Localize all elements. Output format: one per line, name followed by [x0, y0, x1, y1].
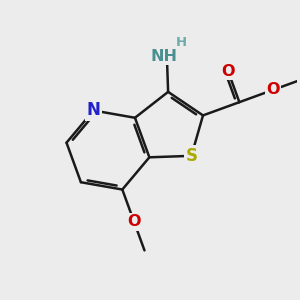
Text: H: H	[176, 36, 187, 49]
Text: S: S	[185, 147, 197, 165]
Text: O: O	[128, 214, 141, 230]
Text: NH: NH	[150, 49, 177, 64]
Text: O: O	[266, 82, 280, 98]
Text: O: O	[221, 64, 235, 79]
Text: N: N	[87, 101, 100, 119]
